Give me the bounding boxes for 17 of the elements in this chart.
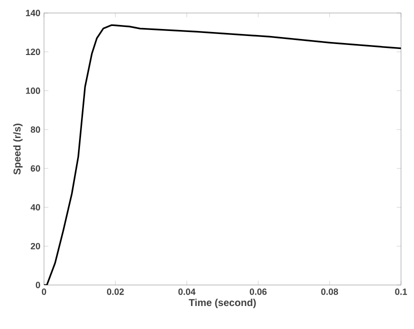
- x-tick-label: 0.04: [178, 288, 196, 295]
- y-tick-label: 40: [30, 204, 40, 210]
- x-tick-label: 0.02: [107, 288, 124, 295]
- x-tick-label: 0.08: [321, 288, 338, 295]
- x-axis-title: Time (second): [188, 298, 256, 308]
- y-tick-label: 140: [26, 10, 40, 16]
- x-tick-label: 0.06: [250, 288, 267, 295]
- y-tick-label: 120: [26, 48, 40, 56]
- y-axis-title: Speed (r/s): [13, 124, 23, 175]
- line-series: [44, 24, 402, 285]
- x-tick-label: 0: [42, 288, 46, 295]
- x-tick-label: 0.1: [395, 288, 408, 295]
- y-tick-label: 0: [36, 282, 40, 288]
- y-tick-label: 20: [30, 242, 40, 250]
- y-tick-label: 80: [30, 126, 40, 133]
- y-tick-label: 60: [30, 165, 40, 172]
- y-tick-label: 100: [26, 88, 40, 94]
